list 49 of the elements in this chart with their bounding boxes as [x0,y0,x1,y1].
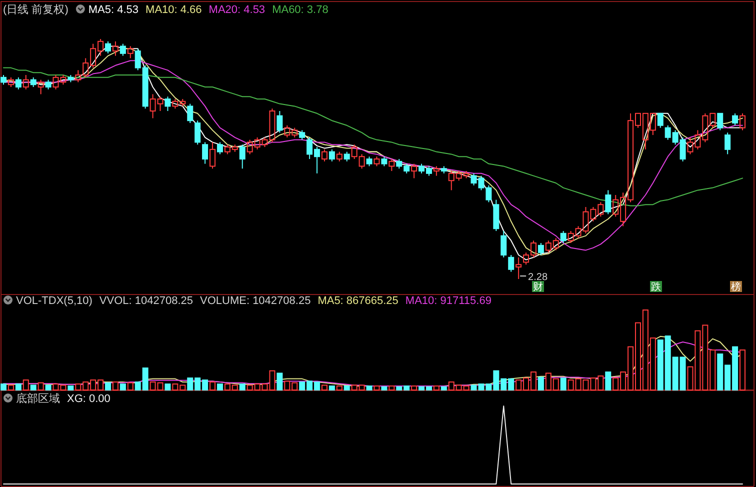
text: VVOL: 1042708.25 [99,295,193,307]
bar [105,382,112,390]
text: 跌 [651,281,661,293]
bar [560,378,566,390]
bar [15,384,22,390]
candlestick [516,256,522,280]
bar [8,384,14,390]
bar [164,384,171,390]
text: MA10: 917115.69 [405,295,492,307]
bar [276,372,283,390]
text: MA10: 4.66 [146,4,202,16]
bar [374,386,380,390]
bar [239,384,246,390]
chart-title: (日线 前复权) [3,3,68,16]
bar [127,382,134,390]
bar [344,386,350,390]
bar [210,382,216,390]
bar [411,386,418,390]
bar [388,386,395,390]
text: 财 [533,281,543,293]
text: MA5: 867665.25 [318,295,398,307]
text: XG: 0.00 [67,393,110,405]
bar [440,386,447,390]
bar [112,382,118,390]
bar [381,386,388,390]
bar [605,372,612,390]
bar [366,386,372,390]
bar [336,386,342,390]
bar [120,384,126,390]
bar [22,380,29,390]
bar [321,384,328,390]
text: MA20: 4.53 [208,4,266,16]
chart-title: VOL-TDX(5,10) [16,295,92,307]
bar [0,384,6,390]
bar [68,386,74,390]
bar [538,376,544,390]
chart-title: 底部区域 [16,392,60,405]
bar [328,386,335,390]
text: MA60: 3.78 [272,4,328,16]
bar [30,384,36,390]
text: MA5: 4.53 [88,4,139,16]
annotation: 2.28 [528,272,548,283]
bar [38,382,44,390]
bar [740,350,746,390]
bar [216,384,223,390]
text: 榜 [731,281,741,293]
bar [45,384,52,390]
bar [433,386,440,390]
text: VOLUME: 1042708.25 [200,295,311,307]
